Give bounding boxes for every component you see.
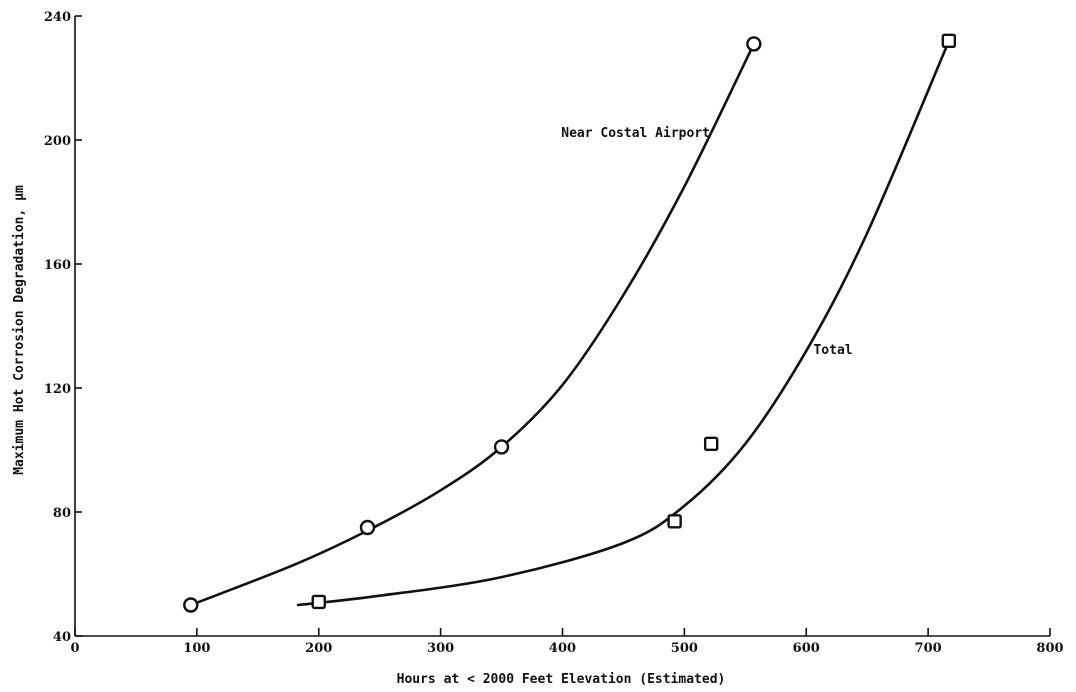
y-tick-label: 240 (44, 10, 71, 25)
point-total (703, 436, 719, 451)
curve-near-coastal (189, 42, 756, 607)
point-near-coastal (493, 439, 510, 455)
point-total (311, 594, 326, 610)
fit-curves (189, 42, 948, 607)
annotation-label: Total (813, 343, 852, 358)
x-tick-label: 800 (1036, 641, 1063, 656)
x-tick-label: 200 (305, 641, 332, 656)
point-near-coastal (746, 36, 762, 52)
point-total (941, 33, 957, 48)
x-tick-label: 700 (915, 641, 942, 656)
y-tick-label: 80 (53, 506, 71, 521)
x-axis-title: Hours at < 2000 Feet Elevation (Estimate… (397, 672, 726, 687)
curve-total (296, 45, 948, 607)
y-tick-label: 40 (53, 630, 71, 645)
x-tick-label: 0 (70, 641, 79, 656)
axes (74, 16, 1050, 637)
point-total (667, 514, 682, 529)
x-tick-label: 300 (427, 641, 454, 656)
x-tick-label: 600 (793, 641, 820, 656)
x-tick-label: 400 (549, 641, 576, 656)
data-markers (183, 33, 957, 613)
y-axis-title: Maximum Hot Corrosion Degradation, µm (12, 185, 27, 475)
annotations: Near Costal Airport Total (561, 126, 852, 358)
y-tick-label: 200 (44, 134, 71, 149)
y-tick-label: 120 (44, 382, 71, 397)
x-tick-label: 500 (671, 641, 698, 656)
annotation-label: Near Costal Airport (561, 126, 710, 141)
x-tick-label: 100 (183, 641, 210, 656)
point-near-coastal (183, 597, 199, 613)
point-near-coastal (359, 519, 376, 536)
ticks: 0 100 200 300 400 500 600 700 800 40 80 120 160 200 24… (44, 10, 1064, 656)
y-tick-label: 160 (44, 258, 71, 273)
